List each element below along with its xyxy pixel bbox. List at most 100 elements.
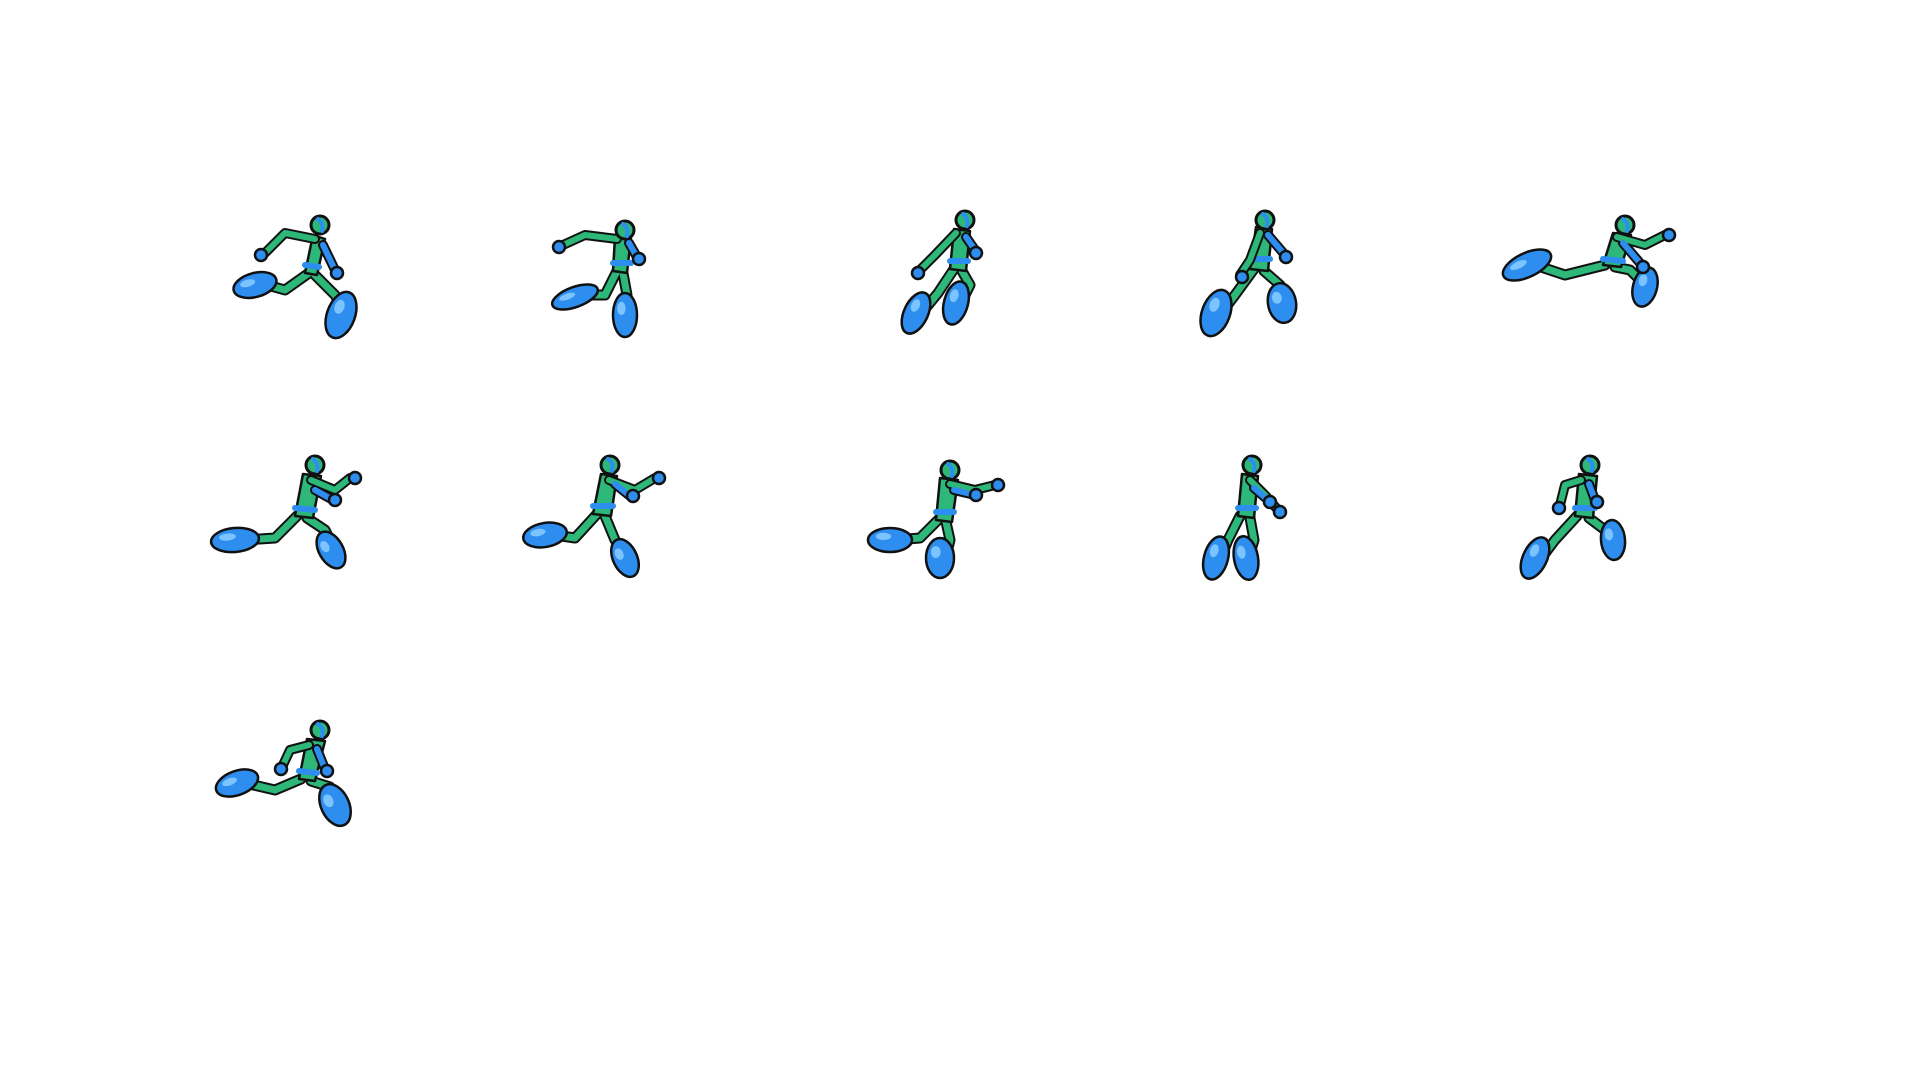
running-figure-sprite [900,209,984,335]
sprite-frame-7 [521,454,735,640]
sprite-frame-3 [880,209,1080,395]
belt [302,262,322,270]
head [939,459,961,481]
boot-highlight [617,301,626,315]
boot-highlight [1638,274,1648,287]
boot-highlight [323,794,334,808]
sprite-frame-2 [535,215,735,395]
fist [651,470,667,486]
sprite-frame-8 [866,459,1080,640]
boot-highlight [614,548,624,560]
boot [1266,281,1298,325]
fist [1262,494,1278,510]
head [954,209,976,231]
boot-highlight [222,777,237,787]
belt [296,768,320,776]
visor [946,462,955,478]
sprite-frame-9 [1190,454,1390,640]
boot [1599,518,1627,562]
fist [968,245,984,261]
arm [280,742,312,768]
boot [611,291,639,339]
arm [308,475,353,493]
boot-highlight [1529,544,1540,557]
fist [329,265,345,281]
head [1579,454,1601,476]
boot [550,283,600,311]
running-figure-sprite [209,454,363,570]
arm [1620,240,1643,266]
belt [1600,256,1626,264]
fist [625,488,641,504]
running-figure-sprite [550,219,647,339]
boot-highlight [219,533,236,541]
visor [316,217,325,233]
arm [917,230,959,273]
fist [1272,504,1288,520]
sprite-frame-4 [1190,209,1390,395]
fist [319,763,335,779]
sprite-frame-1 [225,214,425,395]
running-figure-sprite [214,719,352,828]
head [1241,454,1263,476]
fist [1589,494,1605,510]
fist [1661,227,1677,243]
boot-highlight [1209,297,1220,312]
fist [1551,500,1567,516]
visor [311,457,320,473]
head [309,719,331,741]
boot [324,290,358,340]
visor [606,457,615,473]
fist [551,239,567,255]
sprite-frame-10 [1505,454,1705,640]
visor [1248,457,1257,473]
arm [320,242,338,273]
sprite-frame-6 [209,454,425,640]
arm [1557,477,1584,508]
running-figure-sprite [232,214,358,340]
boot-highlight [1209,544,1219,558]
boot [209,526,261,554]
boot [214,768,260,798]
arm [560,232,620,248]
boot [521,521,569,549]
boot [941,280,971,326]
boot-highlight [1510,259,1527,271]
fist [1278,249,1294,265]
boot-highlight [1604,528,1614,541]
running-figure-sprite [1501,214,1677,308]
head [1614,214,1636,236]
boot [1201,535,1231,581]
boot [315,530,347,570]
running-figure-sprite [866,459,1006,580]
boot-highlight [1237,545,1246,559]
sprite-frame-11 [214,719,425,905]
boot-highlight [530,528,546,537]
boot-highlight [910,299,921,312]
fist [347,470,363,486]
head [599,454,621,476]
boot [924,536,956,580]
visor [316,722,325,738]
visor [1586,457,1595,473]
arm [262,230,318,256]
fist [631,251,647,267]
boot-highlight [334,299,345,314]
head [1254,209,1276,231]
running-figure-sprite [1201,454,1288,582]
fist [253,247,269,263]
boot-highlight [240,279,256,288]
fist [990,477,1006,493]
boot [900,291,932,335]
fist [910,265,926,281]
head [304,454,326,476]
boot-highlight [320,540,330,553]
boot-highlight [559,292,576,301]
fist [1234,269,1250,285]
belt [292,505,318,513]
boot-highlight [875,532,892,540]
arm [1614,232,1668,248]
visor [961,212,970,228]
fist [1635,259,1651,275]
boot [866,526,914,554]
